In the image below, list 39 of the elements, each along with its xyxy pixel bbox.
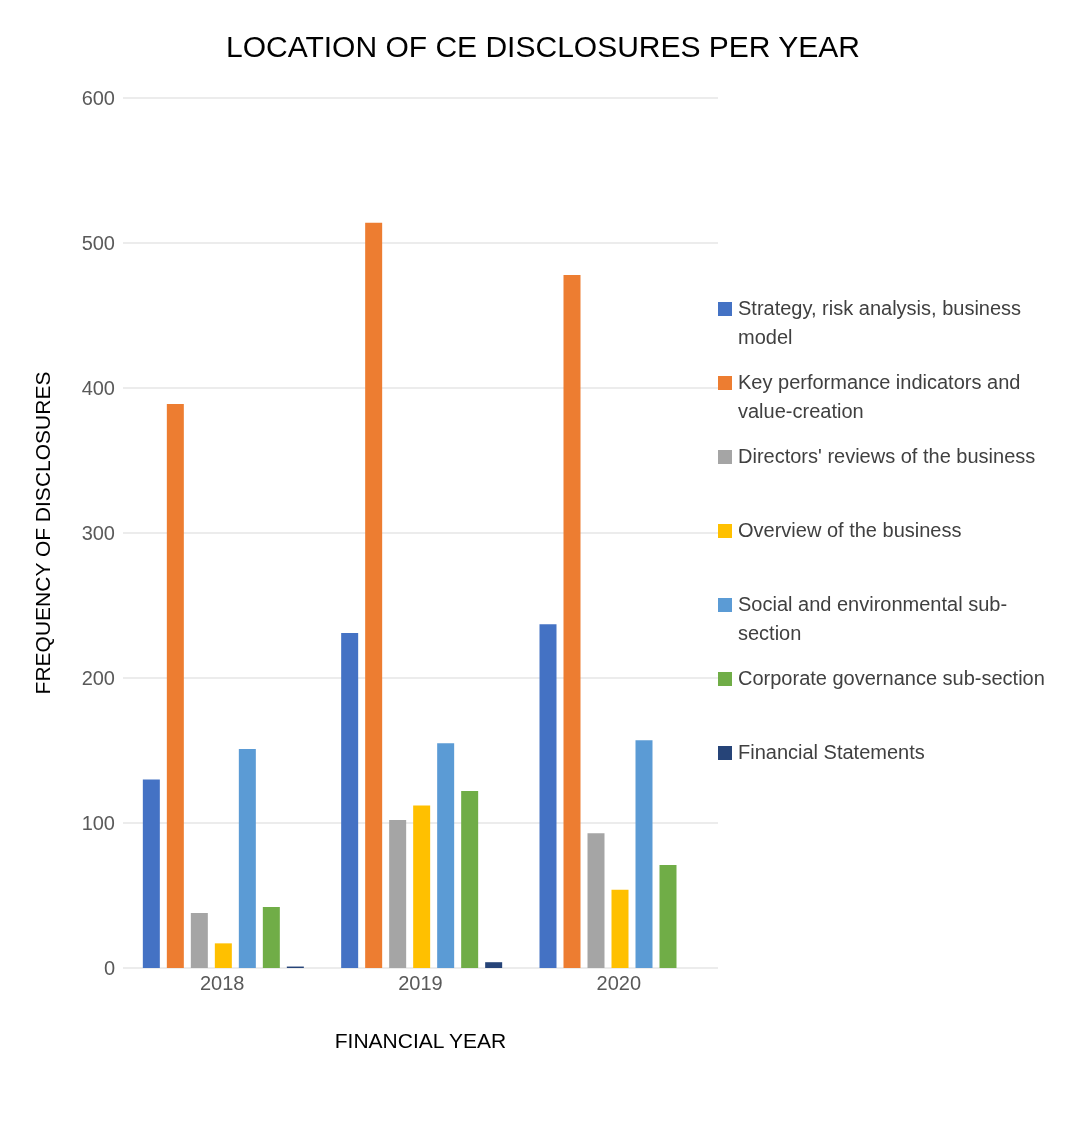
legend-label: Strategy, risk analysis, business model bbox=[738, 296, 1023, 350]
bar bbox=[437, 743, 455, 968]
bar bbox=[563, 274, 581, 968]
y-tick-label: 400 bbox=[81, 377, 115, 400]
bar bbox=[166, 403, 184, 968]
bar bbox=[214, 943, 232, 968]
bar bbox=[659, 865, 677, 968]
x-tick-label: 2020 bbox=[596, 972, 642, 995]
bar bbox=[365, 222, 383, 968]
legend-label: Corporate governance sub-section bbox=[738, 666, 1045, 691]
y-tick-label: 200 bbox=[81, 667, 115, 690]
legend-label: Social and environmental sub-section bbox=[738, 592, 1009, 646]
legend-label: Overview of the business bbox=[738, 518, 962, 543]
y-tick-label: 0 bbox=[103, 957, 115, 980]
bar bbox=[587, 833, 605, 968]
bar bbox=[341, 633, 359, 968]
chart-title: LOCATION OF CE DISCLOSURES PER YEAR bbox=[225, 30, 861, 64]
bar bbox=[238, 749, 256, 968]
bar bbox=[539, 624, 557, 968]
bar bbox=[461, 791, 479, 968]
legend-label: Financial Statements bbox=[738, 740, 925, 765]
y-tick-label: 600 bbox=[81, 87, 115, 110]
legend-label: Key performance indicators and value-creation bbox=[738, 370, 1022, 424]
bar bbox=[413, 805, 431, 968]
y-axis-title: FREQUENCY OF DISCLOSURES bbox=[31, 371, 55, 695]
x-tick-label: 2018 bbox=[199, 972, 245, 995]
x-axis-title: FINANCIAL YEAR bbox=[334, 1029, 507, 1052]
y-tick-label: 500 bbox=[81, 232, 115, 255]
bar bbox=[190, 912, 208, 968]
y-tick-label: 300 bbox=[81, 522, 115, 545]
bar bbox=[389, 820, 407, 968]
y-tick-label: 100 bbox=[81, 812, 115, 835]
bar bbox=[611, 889, 629, 968]
bar bbox=[262, 907, 280, 968]
bar bbox=[485, 962, 503, 968]
bar bbox=[142, 779, 160, 968]
bar bbox=[635, 740, 653, 968]
x-tick-label: 2019 bbox=[398, 972, 443, 995]
legend-label: Directors' reviews of the business bbox=[738, 444, 1036, 469]
